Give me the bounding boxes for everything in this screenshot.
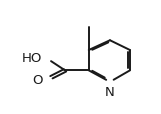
Text: HO: HO [22, 52, 43, 65]
Text: N: N [105, 85, 115, 98]
Text: O: O [32, 73, 43, 86]
